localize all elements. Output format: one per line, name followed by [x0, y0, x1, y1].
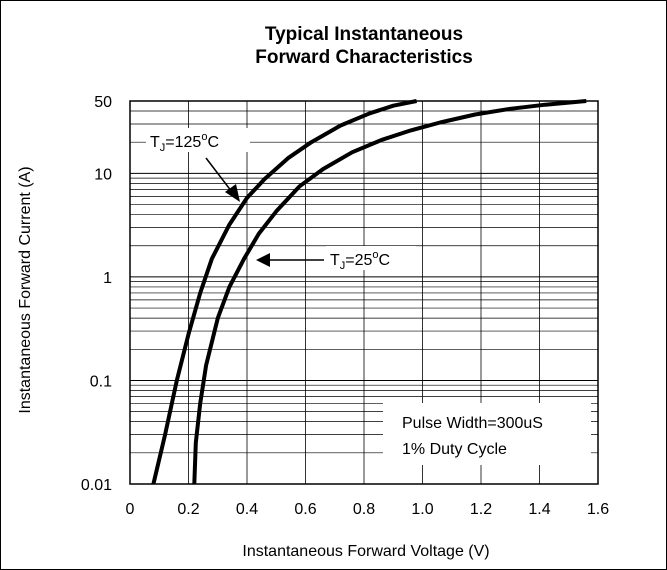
series-line-25c — [192, 99, 587, 485]
annotation-pulse-width: Pulse Width=300uS — [402, 415, 543, 432]
x-axis-label: Instantaneous Forward Voltage (V) — [242, 543, 489, 560]
arrow-125c-head — [225, 184, 240, 202]
series-label-125c: TJ=125oC — [146, 128, 250, 202]
arrow-125c-shaft — [205, 157, 233, 193]
plot-area-border — [129, 100, 599, 485]
label-background — [146, 128, 250, 152]
arrow-25c-head — [256, 253, 270, 267]
chart-title-line-2: Forward Characteristics — [255, 47, 473, 68]
series-label-text: TJ=25oC — [330, 249, 390, 272]
series-label-25c: TJ=25oC — [256, 246, 416, 272]
x-tick-label: 1.6 — [587, 501, 609, 518]
x-tick-label: 1.0 — [411, 501, 433, 518]
label-background — [326, 246, 416, 270]
y-tick-labels: 0.01 0.1 1 10 50 — [81, 94, 112, 494]
x-tick-label: 0.8 — [353, 501, 375, 518]
y-tick-label: 0.1 — [90, 373, 112, 390]
x-tick-label: 0 — [126, 501, 135, 518]
y-axis-label: Instantaneous Forward Current (A) — [17, 166, 34, 413]
x-tick-label: 0.6 — [294, 501, 316, 518]
x-tick-label: 0.2 — [177, 501, 199, 518]
x-tick-label: 1.2 — [470, 501, 492, 518]
y-tick-label: 0.01 — [81, 477, 112, 494]
series-line-125c — [151, 99, 417, 485]
series-lines — [151, 99, 587, 485]
y-tick-label: 10 — [94, 166, 112, 183]
annotation-box — [383, 403, 591, 465]
x-tick-label: 1.4 — [528, 501, 550, 518]
annotation-duty-cycle: 1% Duty Cycle — [402, 441, 507, 458]
series-label-text: TJ=125oC — [150, 131, 219, 154]
x-tick-labels: 0 0.2 0.4 0.6 0.8 1.0 1.2 1.4 1.6 — [126, 501, 610, 518]
x-tick-label: 0.4 — [236, 501, 258, 518]
chart-title-line-1: Typical Instantaneous — [265, 24, 463, 45]
y-tick-label: 50 — [94, 94, 112, 111]
y-tick-label: 1 — [103, 270, 112, 287]
